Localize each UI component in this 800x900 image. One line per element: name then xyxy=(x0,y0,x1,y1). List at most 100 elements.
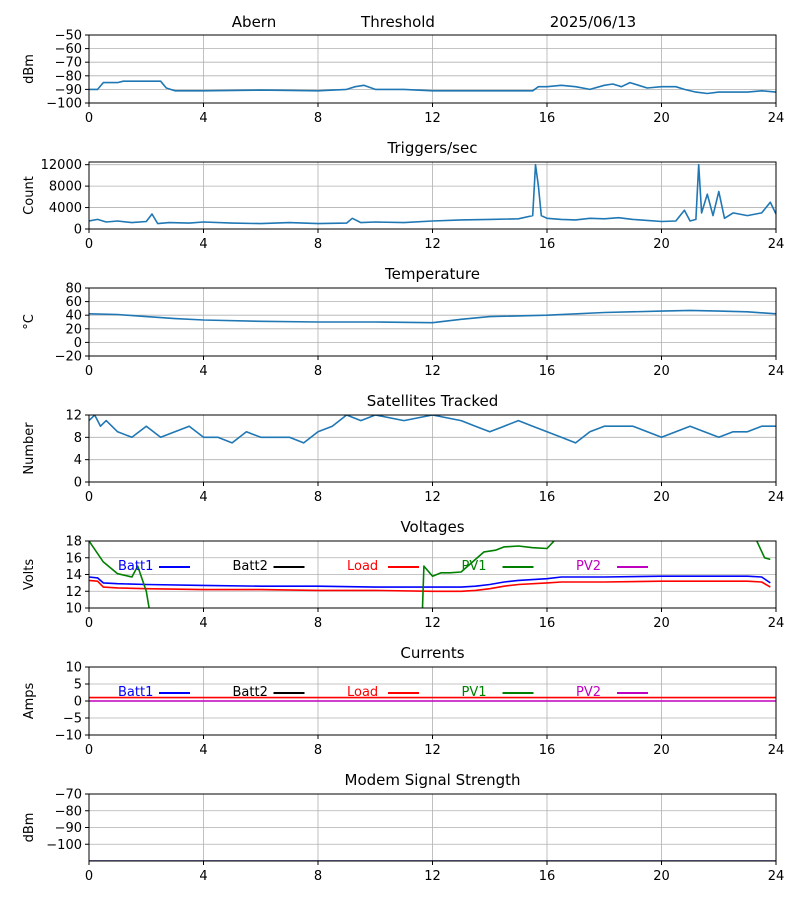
y-tick-label: 40 xyxy=(65,309,82,324)
x-tick-label: 12 xyxy=(424,364,441,379)
x-tick-label: 20 xyxy=(653,743,670,758)
x-tick-label: 4 xyxy=(199,743,207,758)
x-tick-label: 8 xyxy=(314,364,322,379)
x-tick-label: 16 xyxy=(539,111,556,126)
y-tick-label: 80 xyxy=(65,282,82,297)
y-tick-label: 8 xyxy=(74,431,82,446)
y-tick-label: 4 xyxy=(74,453,82,468)
panel-title: Modem Signal Strength xyxy=(345,771,521,789)
x-tick-label: 24 xyxy=(768,111,785,126)
series-line-load xyxy=(89,579,771,593)
panel-title: Triggers/sec xyxy=(387,139,478,157)
x-tick-label: 12 xyxy=(424,743,441,758)
y-tick-label: 4000 xyxy=(49,201,82,216)
y-tick-label: −100 xyxy=(46,97,82,112)
y-tick-label: −5 xyxy=(63,712,82,727)
y-tick-label: −90 xyxy=(55,83,82,98)
header-threshold: Threshold xyxy=(360,13,435,31)
x-tick-label: 12 xyxy=(424,616,441,631)
y-tick-label: 20 xyxy=(65,322,82,337)
x-tick-label: 8 xyxy=(314,111,322,126)
x-tick-label: 8 xyxy=(314,743,322,758)
x-tick-label: 20 xyxy=(653,616,670,631)
legend-label-batt2: Batt2 xyxy=(233,685,268,700)
x-tick-label: 0 xyxy=(85,111,93,126)
y-axis-label: °C xyxy=(22,314,37,330)
y-axis-label: Amps xyxy=(22,682,37,719)
x-tick-label: 0 xyxy=(85,743,93,758)
header-site: Abern xyxy=(232,13,276,31)
x-tick-label: 0 xyxy=(85,364,93,379)
x-tick-label: 4 xyxy=(199,237,207,252)
legend-label-batt1: Batt1 xyxy=(118,685,153,700)
x-tick-label: 8 xyxy=(314,869,322,884)
x-tick-label: 4 xyxy=(199,616,207,631)
legend-label-load: Load xyxy=(347,685,378,700)
x-tick-label: 4 xyxy=(199,364,207,379)
panel-title: Satellites Tracked xyxy=(367,392,498,410)
x-tick-label: 20 xyxy=(653,490,670,505)
x-tick-label: 4 xyxy=(199,869,207,884)
legend-label-batt2: Batt2 xyxy=(233,559,268,574)
legend-label-pv2: PV2 xyxy=(576,685,601,700)
x-tick-label: 24 xyxy=(768,364,785,379)
y-tick-label: 12000 xyxy=(41,158,82,173)
x-tick-label: 16 xyxy=(539,869,556,884)
x-tick-label: 8 xyxy=(314,237,322,252)
y-tick-label: 10 xyxy=(65,661,82,676)
y-axis-label: Volts xyxy=(22,559,37,591)
x-tick-label: 16 xyxy=(539,616,556,631)
y-tick-label: −70 xyxy=(55,788,82,803)
x-tick-label: 0 xyxy=(85,490,93,505)
y-tick-label: −60 xyxy=(55,42,82,57)
y-tick-label: 12 xyxy=(65,585,82,600)
legend-label-pv1: PV1 xyxy=(462,685,487,700)
legend-label-batt1: Batt1 xyxy=(118,559,153,574)
x-tick-label: 8 xyxy=(314,490,322,505)
panel-title: Currents xyxy=(400,644,464,662)
x-tick-label: 0 xyxy=(85,869,93,884)
x-tick-label: 12 xyxy=(424,111,441,126)
y-tick-label: 18 xyxy=(65,535,82,550)
series-line xyxy=(89,80,776,95)
x-tick-label: 8 xyxy=(314,616,322,631)
y-tick-label: 5 xyxy=(74,678,82,693)
y-tick-label: −100 xyxy=(46,838,82,853)
x-tick-label: 24 xyxy=(768,490,785,505)
x-tick-label: 16 xyxy=(539,237,556,252)
x-tick-label: 0 xyxy=(85,616,93,631)
x-tick-label: 16 xyxy=(539,364,556,379)
x-tick-label: 20 xyxy=(653,364,670,379)
y-tick-label: 12 xyxy=(65,409,82,424)
panel-6: Batt1 Batt2 Load PV1 PV2 0 4 8 12 16 20 24 −10 −5 0 5 10… xyxy=(22,644,784,758)
y-tick-label: 0 xyxy=(74,223,82,238)
x-tick-label: 4 xyxy=(199,490,207,505)
y-axis-label: Count xyxy=(22,176,37,215)
y-tick-label: −80 xyxy=(55,69,82,84)
x-tick-label: 4 xyxy=(199,111,207,126)
header-date: 2025/06/13 xyxy=(550,13,636,31)
panel-1: 0 4 8 12 16 20 24 −50−60−70−80−90−100 dBm xyxy=(22,29,784,127)
y-tick-label: −70 xyxy=(55,56,82,71)
y-axis-label: dBm xyxy=(22,813,37,843)
x-tick-label: 24 xyxy=(768,237,785,252)
x-tick-label: 12 xyxy=(424,237,441,252)
legend-label-load: Load xyxy=(347,559,378,574)
y-tick-label: 0 xyxy=(74,336,82,351)
y-tick-label: −50 xyxy=(55,29,82,44)
y-tick-label: −20 xyxy=(55,350,82,365)
series-line xyxy=(89,309,776,324)
x-tick-label: 16 xyxy=(539,490,556,505)
y-tick-label: 8000 xyxy=(49,180,82,195)
x-tick-label: 20 xyxy=(653,111,670,126)
x-tick-label: 24 xyxy=(768,616,785,631)
y-tick-label: −80 xyxy=(55,804,82,819)
y-tick-label: 14 xyxy=(65,568,82,583)
legend-label-pv1: PV1 xyxy=(462,559,487,574)
panel-4: 0 4 8 12 16 20 24 0 4 8 12 Satellites Tracked Number xyxy=(22,392,784,505)
y-tick-label: −10 xyxy=(55,729,82,744)
series-line-batt1 xyxy=(89,575,771,588)
